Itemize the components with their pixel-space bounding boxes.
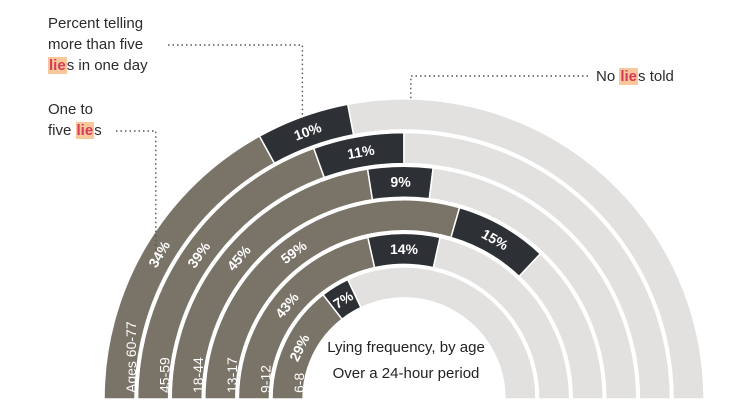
ring-bars (103, 98, 705, 400)
chart-subtitle: Over a 24-hour period (332, 365, 480, 382)
annotation-more-than-five-line2: more than five (48, 36, 144, 53)
leader-none (410, 75, 588, 102)
category-label-row-1: 45-59 (157, 357, 173, 393)
leader-one-to-five (116, 130, 157, 253)
chart-title: Lying frequency, by age (327, 339, 485, 356)
value-label-more-than-five-row-2: 9% (390, 174, 411, 190)
annotation-none: No lies told (596, 66, 674, 87)
annotation-more-than-five: Percent telling more than five lies in o… (48, 13, 148, 76)
category-labels: Ages 60-77 45-59 18-44 13-17 9-12 6-8 (123, 321, 307, 393)
annotation-one-to-five: One to five lies (48, 99, 102, 141)
bar-none-row-4 (432, 236, 571, 400)
highlight-lie-2: lie (75, 122, 95, 139)
bar-none-row-0 (346, 98, 705, 400)
category-label-row-2: 18-44 (190, 357, 206, 393)
value-label-more-than-five-row-1: 11% (346, 142, 376, 163)
annotation-more-than-five-line3: lies in one day (48, 55, 148, 76)
bar-none-row-1 (403, 131, 672, 400)
bar-none-row-5 (346, 266, 537, 400)
category-label-row-3: 13-17 (224, 357, 240, 393)
category-label-row-0: Ages 60-77 (123, 321, 139, 393)
value-label-more-than-five-row-4: 14% (390, 241, 419, 257)
highlight-lie-3: lie (619, 68, 639, 85)
bar-none-row-2 (428, 167, 638, 400)
annotation-none-pre: No (596, 68, 620, 85)
leader-lines (116, 44, 588, 253)
annotation-one-to-five-post: s (94, 122, 102, 139)
leader-more-than-five (168, 44, 304, 119)
category-label-row-5: 6-8 (291, 373, 307, 393)
annotation-none-post: s told (638, 68, 674, 85)
bar-none-row-3 (518, 252, 604, 400)
category-label-row-4: 9-12 (257, 365, 273, 393)
annotation-more-than-five-post: s in one day (66, 57, 148, 74)
highlight-lie-1: lie (48, 57, 67, 74)
annotation-one-to-five-pre: five (48, 122, 76, 139)
annotation-one-to-five-line2: five lies (48, 120, 102, 141)
annotation-more-than-five-line1: Percent telling (48, 15, 144, 32)
annotation-one-to-five-line1: One to (48, 101, 94, 118)
